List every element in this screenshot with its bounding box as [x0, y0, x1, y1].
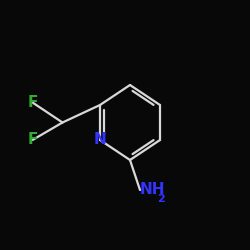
- Text: N: N: [94, 132, 106, 148]
- Text: F: F: [27, 95, 38, 110]
- Text: F: F: [27, 132, 38, 148]
- Text: NH: NH: [140, 182, 166, 198]
- Text: 2: 2: [158, 194, 165, 204]
